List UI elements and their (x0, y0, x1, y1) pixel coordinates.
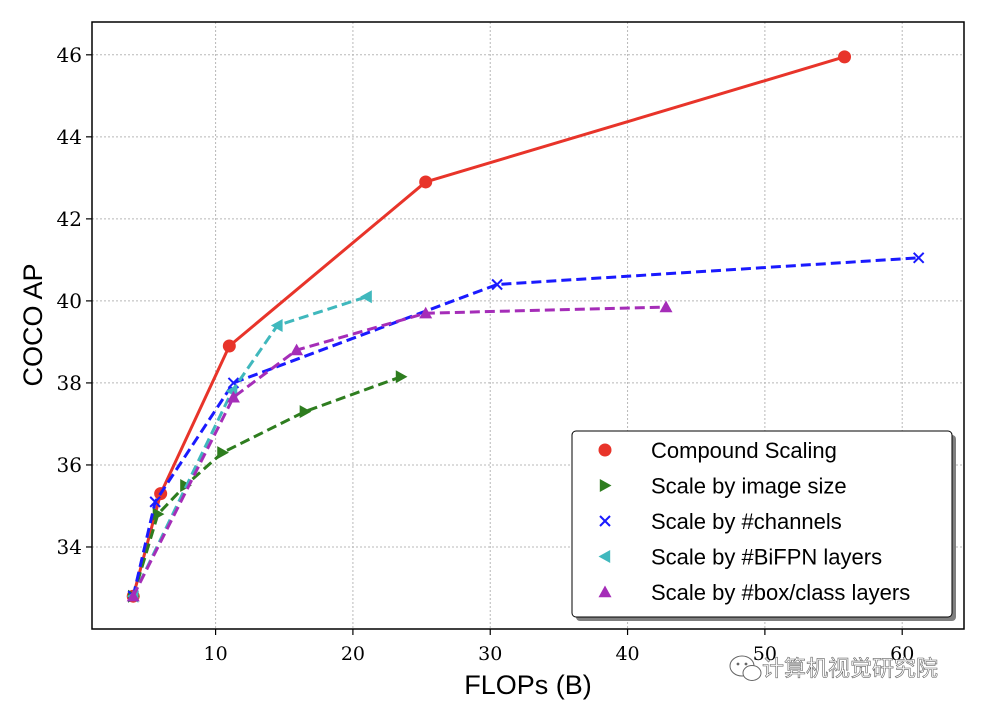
data-point (360, 290, 372, 304)
marker-stroke (912, 252, 925, 264)
x-tick-label: 50 (753, 643, 777, 665)
y-tick-label: 44 (57, 125, 82, 149)
series-layer (126, 50, 925, 603)
data-point (419, 306, 433, 319)
data-point (152, 507, 165, 521)
legend-box (571, 430, 953, 618)
x-axis-label: FLOPs (B) (464, 670, 592, 700)
data-point (659, 300, 673, 313)
data-point (222, 339, 236, 353)
legend-marker (599, 515, 611, 527)
legend-label: Compound Scaling (651, 438, 837, 463)
marker-stroke (149, 496, 161, 508)
marker-stroke (491, 278, 503, 291)
y-tick-label: 36 (57, 453, 82, 477)
y-axis-label: COCO AP (18, 263, 48, 386)
y-tick-label: 42 (57, 207, 82, 231)
series-line (131, 295, 368, 597)
marker-stroke (227, 377, 240, 389)
x-tick-label: 20 (341, 643, 365, 665)
data-point (395, 370, 408, 384)
data-point (299, 405, 312, 419)
data-point (226, 390, 240, 403)
series-1 (127, 370, 408, 603)
ticks: 10 20 30 40 50 60 34 36 38 40 42 44 46 (57, 43, 915, 665)
plot-frame (91, 21, 965, 630)
y-tick-label: 40 (57, 289, 82, 313)
wechat-icon (729, 655, 762, 681)
legend-label: Scale by #BiFPN layers (651, 545, 882, 570)
legend-label: Scale by #channels (651, 509, 842, 534)
data-point (290, 343, 304, 356)
legend-marker (598, 585, 612, 598)
series-line (131, 256, 919, 597)
x-tick-label: 30 (478, 643, 502, 665)
series-3 (126, 290, 372, 603)
marker-stroke (599, 515, 611, 527)
legend-label: Scale by #box/class layers (651, 580, 910, 605)
legend-marker (598, 443, 612, 457)
x-tick-label: 10 (203, 643, 227, 665)
data-point (419, 175, 433, 189)
y-tick-label: 46 (57, 43, 82, 67)
data-point (491, 278, 503, 291)
y-tick-label: 34 (57, 535, 82, 559)
data-point (149, 496, 161, 508)
data-point (838, 50, 852, 64)
series-4 (126, 300, 673, 602)
data-point (270, 319, 283, 332)
legend-marker (598, 550, 611, 563)
watermark: 计算机视觉研究院 (729, 655, 938, 682)
legend-label: Scale by image size (651, 474, 847, 499)
legend: Compound Scaling Scale by image size Scale… (571, 430, 956, 621)
watermark-text: 计算机视觉研究院 (762, 657, 938, 682)
series-line (131, 375, 402, 597)
data-point (126, 589, 140, 602)
y-tick-label: 38 (57, 371, 82, 395)
x-tick-label: 40 (615, 643, 639, 665)
data-point (217, 446, 229, 460)
legend-marker (599, 479, 612, 492)
data-point (912, 252, 925, 264)
x-tick-label: 60 (890, 643, 914, 665)
